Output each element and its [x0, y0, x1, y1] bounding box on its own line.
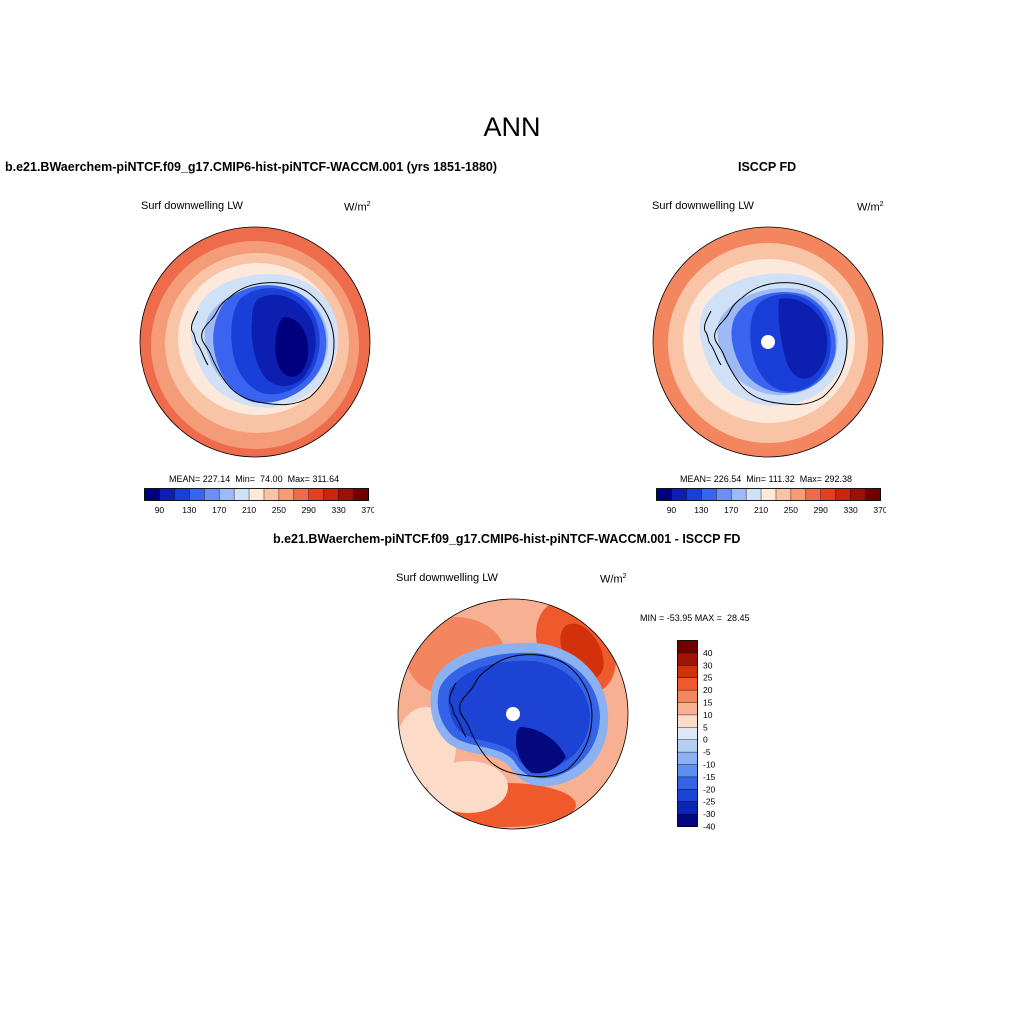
diff-colorbar-swatch	[677, 727, 698, 741]
diff-colorbar-swatch	[677, 813, 698, 828]
diff-colorbar-label: 15	[703, 698, 713, 708]
model-colorbar-label: 90	[155, 505, 165, 515]
model-colorbar-label: 210	[242, 505, 256, 515]
model-colorbar-swatch	[353, 488, 369, 501]
diff-colorbar-swatch	[677, 789, 698, 803]
obs-colorbar-label: 90	[667, 505, 677, 515]
obs-colorbar-swatch	[805, 488, 822, 501]
obs-colorbar-swatch	[701, 488, 717, 501]
diff-colorbar-swatch	[677, 689, 698, 703]
obs-colorbar-swatch	[760, 488, 777, 501]
obs-colorbar-label: 290	[814, 505, 828, 515]
diff-colorbar-label: 5	[703, 722, 708, 732]
model-colorbar-label: 290	[302, 505, 316, 515]
diff-colorbar-label: -30	[703, 809, 716, 819]
obs-colorbar-swatch	[835, 488, 852, 501]
model-colorbar-label: 170	[212, 505, 226, 515]
model-colorbar-swatch	[233, 488, 250, 501]
obs-colorbar-swatch	[716, 488, 732, 501]
obs-colorbar-swatch	[865, 488, 881, 501]
obs-colorbar-swatch	[686, 488, 702, 501]
diff-stats: MIN = -53.95 MAX = 28.45	[640, 613, 750, 623]
obs-colorbar-swatch	[820, 488, 837, 501]
model-colorbar-label: 370	[361, 505, 374, 515]
obs-colorbar-swatch	[745, 488, 762, 501]
obs-colorbar-swatch	[671, 488, 687, 501]
model-variable-label: Surf downwelling LW	[141, 200, 243, 212]
diff-colorbar-swatch	[677, 640, 698, 654]
obs-panel-title: ISCCP FD	[738, 160, 797, 174]
obs-colorbar-swatch	[775, 488, 792, 501]
diff-colorbar-swatch	[677, 751, 698, 765]
obs-units-label: W/m2	[857, 201, 884, 214]
obs-colorbar-swatch	[850, 488, 867, 501]
model-colorbar-swatch	[159, 488, 175, 501]
model-colorbar-label: 250	[272, 505, 286, 515]
diff-colorbar-swatch	[677, 776, 698, 790]
diff-colorbar-swatch	[677, 801, 698, 815]
diff-units-label: W/m2	[600, 573, 627, 586]
model-colorbar-swatch	[308, 488, 325, 501]
obs-stats: MEAN= 226.54 Min= 111.32 Max= 292.38	[680, 474, 853, 484]
model-colorbar-label: 130	[182, 505, 196, 515]
obs-colorbar-label: 370	[873, 505, 886, 515]
diff-colorbar-label: -20	[703, 784, 716, 794]
diff-colorbar-label: -10	[703, 760, 716, 770]
model-colorbar-swatch	[278, 488, 295, 501]
model-colorbar-swatch	[293, 488, 310, 501]
obs-colorbar-swatch	[656, 488, 672, 501]
obs-colorbar-swatch	[730, 488, 747, 501]
diff-colorbar-label: -25	[703, 797, 716, 807]
model-colorbar-swatch	[338, 488, 355, 501]
obs-colorbar-label: 130	[694, 505, 708, 515]
diff-colorbar-label: 10	[703, 710, 713, 720]
model-polar-map	[139, 226, 371, 458]
model-colorbar-swatch	[189, 488, 205, 501]
obs-colorbar-label: 250	[784, 505, 798, 515]
model-colorbar-swatch	[323, 488, 340, 501]
diff-colorbar: 40 30 25 20 15 10 5 0 -5 -10 -15 -20 -25 -30 -40	[677, 640, 716, 831]
model-colorbar-swatch	[218, 488, 235, 501]
diff-colorbar-swatch	[677, 677, 698, 691]
obs-variable-label: Surf downwelling LW	[652, 200, 754, 212]
model-colorbar-label: 330	[332, 505, 346, 515]
model-colorbar-swatch	[263, 488, 280, 501]
model-colorbar: 90 130 170 210 250 290 330 370	[144, 488, 374, 515]
diff-colorbar-swatch	[677, 714, 698, 728]
diff-colorbar-label: -40	[703, 822, 716, 831]
obs-colorbar: 90 130 170 210 250 290 330 370	[656, 488, 886, 515]
model-colorbar-swatch	[144, 488, 160, 501]
obs-colorbar-label: 330	[844, 505, 858, 515]
diff-colorbar-label: 20	[703, 685, 713, 695]
diff-colorbar-swatch	[677, 665, 698, 679]
diff-colorbar-label: -5	[703, 747, 711, 757]
diff-polar-map	[397, 598, 629, 830]
obs-colorbar-label: 170	[724, 505, 738, 515]
diff-colorbar-label: -15	[703, 772, 716, 782]
obs-polar-map	[652, 226, 884, 458]
diff-variable-label: Surf downwelling LW	[396, 572, 498, 584]
diff-colorbar-label: 40	[703, 648, 713, 658]
diff-colorbar-swatch	[677, 739, 698, 753]
diff-panel-title: b.e21.BWaerchem-piNTCF.f09_g17.CMIP6-his…	[273, 532, 741, 546]
model-panel-title: b.e21.BWaerchem-piNTCF.f09_g17.CMIP6-his…	[5, 160, 498, 174]
model-colorbar-swatch	[174, 488, 190, 501]
model-colorbar-swatch	[248, 488, 265, 501]
diff-colorbar-swatch	[677, 764, 698, 778]
diff-colorbar-label: 0	[703, 735, 708, 745]
diff-colorbar-label: 25	[703, 673, 713, 683]
diff-colorbar-label: 30	[703, 660, 713, 670]
obs-colorbar-label: 210	[754, 505, 768, 515]
model-colorbar-swatch	[204, 488, 220, 501]
model-units-label: W/m2	[344, 201, 371, 214]
diff-colorbar-swatch	[677, 702, 698, 716]
diff-colorbar-swatch	[677, 652, 698, 666]
obs-colorbar-swatch	[790, 488, 807, 501]
model-stats: MEAN= 227.14 Min= 74.00 Max= 311.64	[169, 474, 340, 484]
figure-title: ANN	[483, 112, 541, 142]
